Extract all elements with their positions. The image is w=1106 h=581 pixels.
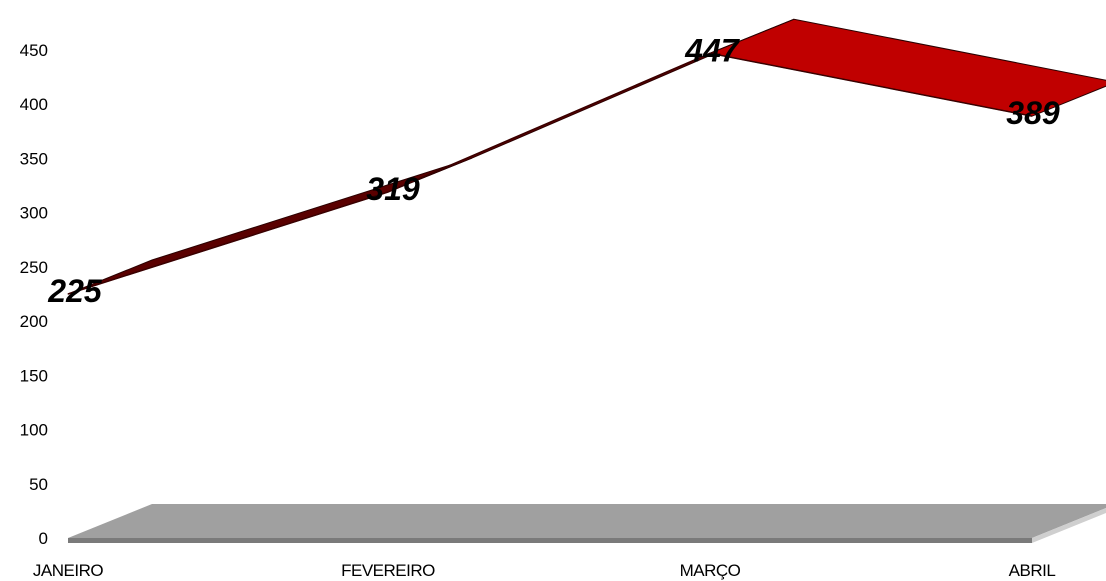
y-tick-label: 400	[20, 95, 48, 114]
chart-floor	[68, 504, 1106, 543]
x-tick-label: FEVEREIRO	[341, 561, 435, 580]
data-point	[709, 52, 711, 54]
data-point	[1031, 115, 1033, 117]
x-tick-label: MARÇO	[680, 561, 741, 580]
data-label: 225	[47, 273, 103, 309]
data-labels: 225 319 447 389	[47, 32, 1060, 309]
series-ribbon	[67, 18, 1106, 295]
y-tick-label: 300	[20, 204, 48, 223]
y-tick-label: 150	[20, 366, 48, 385]
y-tick-label: 450	[20, 41, 48, 60]
x-axis: JANEIRO FEVEREIRO MARÇO ABRIL	[33, 561, 1056, 580]
data-label: 389	[1006, 95, 1060, 131]
floor-top	[68, 504, 1106, 538]
y-tick-label: 200	[20, 312, 48, 331]
data-point	[67, 293, 69, 295]
y-tick-label: 0	[39, 529, 48, 548]
y-axis: 0 50 100 150 200 250 300 350 400 450	[20, 41, 48, 548]
data-label: 447	[684, 32, 741, 68]
floor-front-edge	[68, 538, 1032, 543]
series-line	[67, 52, 1033, 295]
data-label: 319	[366, 171, 420, 207]
y-tick-label: 50	[29, 475, 48, 494]
floor-side-edge	[1032, 508, 1106, 543]
y-tick-label: 250	[20, 258, 48, 277]
y-tick-label: 350	[20, 149, 48, 168]
x-tick-label: ABRIL	[1009, 561, 1056, 580]
x-tick-label: JANEIRO	[33, 561, 103, 580]
y-tick-label: 100	[20, 421, 48, 440]
data-point	[387, 191, 389, 193]
